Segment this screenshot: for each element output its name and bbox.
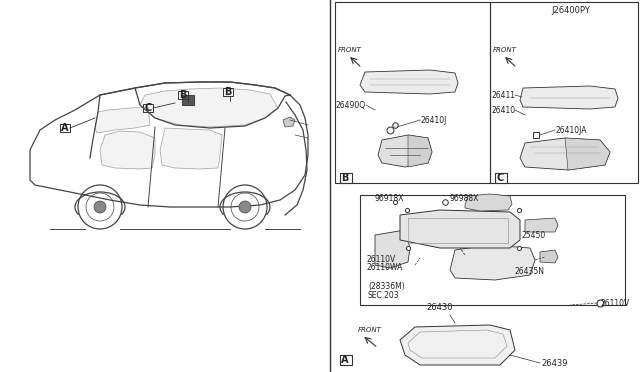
Bar (178, 91, 188, 99)
Polygon shape (520, 138, 610, 170)
Text: A: A (61, 123, 68, 133)
Bar (340, 355, 352, 365)
Bar (340, 173, 352, 183)
Circle shape (94, 201, 106, 213)
Polygon shape (400, 325, 515, 365)
Text: 26110WA: 26110WA (367, 263, 403, 272)
Circle shape (239, 201, 251, 213)
Polygon shape (400, 210, 520, 248)
Text: A: A (341, 355, 349, 365)
Text: B: B (341, 173, 349, 183)
Text: SEC.203: SEC.203 (368, 291, 399, 299)
Polygon shape (378, 135, 432, 167)
Bar (182, 95, 194, 105)
Text: 26410JA: 26410JA (556, 125, 588, 135)
Bar (335, 2, 490, 183)
Polygon shape (140, 88, 278, 127)
Polygon shape (540, 250, 558, 263)
Text: C: C (497, 173, 504, 183)
Bar (223, 88, 233, 96)
Text: FRONT: FRONT (493, 47, 517, 53)
Polygon shape (465, 194, 512, 211)
Text: 26411: 26411 (492, 90, 516, 99)
Text: FRONT: FRONT (338, 47, 362, 53)
Bar (60, 124, 70, 132)
Text: B: B (179, 90, 187, 100)
Bar (143, 104, 153, 112)
Text: 26490Q: 26490Q (336, 100, 366, 109)
Text: 96918X: 96918X (375, 193, 404, 202)
Text: 26410: 26410 (492, 106, 516, 115)
Polygon shape (450, 245, 535, 280)
Bar (360, 195, 625, 305)
Text: C: C (145, 103, 152, 113)
Text: 26439: 26439 (541, 359, 568, 368)
Text: (28336M): (28336M) (368, 282, 404, 292)
Bar (495, 173, 507, 183)
Polygon shape (283, 117, 295, 127)
Polygon shape (408, 135, 432, 167)
Text: FRONT: FRONT (358, 327, 382, 333)
Polygon shape (95, 107, 150, 133)
Polygon shape (525, 218, 558, 232)
Text: 26410J: 26410J (421, 115, 447, 125)
Polygon shape (375, 230, 410, 268)
Text: J26400PY: J26400PY (551, 6, 590, 15)
Bar (490, 2, 638, 183)
Polygon shape (520, 86, 618, 109)
Text: 26430: 26430 (427, 304, 453, 312)
Polygon shape (100, 131, 155, 169)
Text: 25450: 25450 (522, 231, 547, 240)
Text: 26435N: 26435N (515, 267, 545, 276)
Text: B: B (224, 87, 232, 97)
Text: 26110V: 26110V (367, 254, 396, 263)
Text: 96988X: 96988X (450, 193, 479, 202)
Polygon shape (360, 70, 458, 94)
Polygon shape (160, 128, 222, 169)
Polygon shape (565, 138, 610, 170)
Text: 26110V: 26110V (601, 298, 630, 308)
Bar (408, 218, 508, 243)
